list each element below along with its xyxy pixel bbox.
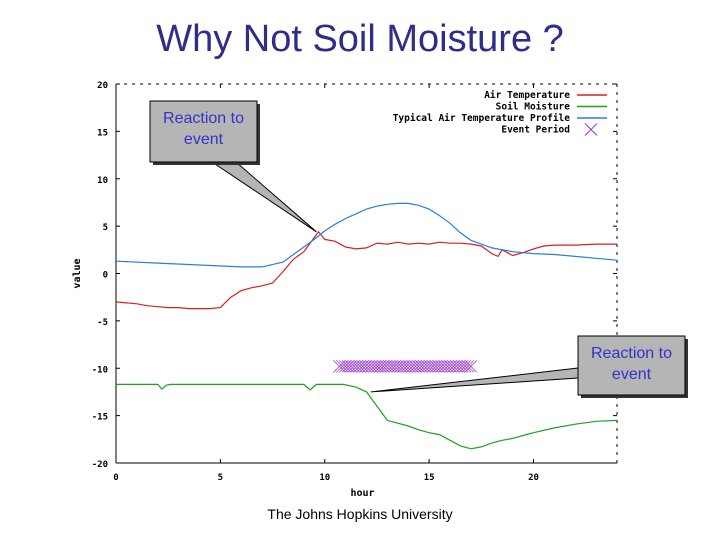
- event-marker: [441, 360, 454, 373]
- event-marker: [435, 360, 448, 373]
- event-marker: [449, 360, 463, 373]
- event-marker: [414, 360, 428, 373]
- event-marker: [429, 360, 443, 373]
- y-tick-label: -20: [92, 460, 108, 470]
- event-marker: [350, 360, 364, 373]
- y-tick-label: -5: [97, 318, 108, 328]
- y-tick-label: 0: [103, 271, 108, 281]
- event-marker: [344, 360, 358, 373]
- event-marker: [447, 360, 460, 373]
- event-marker: [365, 360, 378, 373]
- y-axis-label: value: [72, 258, 83, 288]
- event-marker: [406, 360, 419, 373]
- event-marker: [452, 360, 466, 373]
- y-tick-label: -10: [92, 365, 108, 375]
- event-marker: [382, 360, 396, 373]
- chart-axes: -20 -15 -10 -5 0 5 10 15 20 0 5 10 15 20 hour value: [72, 81, 618, 499]
- event-marker: [362, 360, 375, 373]
- legend-label: Typical Air Temperature Profile: [393, 113, 571, 124]
- event-marker: [368, 360, 381, 373]
- callout-2: Reaction to event: [370, 335, 688, 398]
- legend-label: Air Temperature: [484, 90, 570, 101]
- event-marker: [391, 360, 405, 373]
- event-marker: [376, 360, 390, 373]
- event-marker: [397, 360, 410, 373]
- x-tick-label: 15: [424, 473, 435, 483]
- event-marker: [458, 360, 472, 373]
- footer-text: The Johns Hopkins University: [267, 506, 453, 522]
- event-marker: [455, 360, 469, 373]
- event-marker: [461, 360, 475, 373]
- event-marker: [373, 360, 387, 373]
- event-marker: [356, 360, 370, 373]
- slide-title: Why Not Soil Moisture ?: [156, 18, 564, 60]
- callout-text-line2: event: [184, 131, 224, 148]
- event-marker: [333, 360, 346, 373]
- series-line-0: [115, 230, 617, 310]
- event-marker: [385, 360, 399, 373]
- event-marker: [409, 360, 422, 373]
- legend-label: Event Period: [501, 125, 570, 136]
- series-line-2: [115, 202, 618, 268]
- x-tick-label: 10: [319, 473, 330, 483]
- callout-text-line1: Reaction to: [163, 110, 244, 127]
- event-marker: [426, 360, 440, 373]
- x-tick-label: 0: [113, 473, 118, 483]
- event-marker: [388, 360, 402, 373]
- y-tick-label: 15: [97, 128, 108, 138]
- y-tick-label: 10: [97, 176, 108, 186]
- event-marker: [423, 360, 437, 373]
- x-tick-label: 20: [528, 473, 539, 483]
- event-marker: [379, 360, 393, 373]
- event-marker: [336, 360, 349, 373]
- event-marker: [400, 360, 413, 373]
- event-marker: [353, 360, 367, 373]
- series-event-period: [333, 360, 478, 373]
- y-tick-label: -15: [92, 413, 108, 423]
- event-marker: [338, 360, 352, 373]
- event-marker: [438, 360, 451, 373]
- callouts: Reaction to event Reaction to event: [149, 100, 688, 398]
- event-marker: [347, 360, 361, 373]
- x-axis-label: hour: [350, 488, 374, 499]
- legend-swatch: [584, 123, 598, 136]
- event-marker: [371, 360, 384, 373]
- callout-box: [149, 100, 258, 163]
- x-tick-label: 5: [218, 473, 223, 483]
- callout-text-line2: event: [612, 366, 652, 383]
- event-marker: [432, 360, 446, 373]
- legend-label: Soil Moisture: [496, 102, 571, 113]
- y-tick-label: 20: [97, 81, 108, 91]
- callout-box: [577, 335, 686, 396]
- event-marker: [359, 360, 372, 373]
- event-marker: [394, 360, 408, 373]
- series-line-1: [116, 383, 618, 450]
- callout-text-line1: Reaction to: [591, 345, 672, 362]
- event-marker: [444, 360, 457, 373]
- callout-1: Reaction to event: [149, 100, 317, 233]
- event-marker: [411, 360, 425, 373]
- chart-series: [115, 202, 618, 450]
- y-tick-label: 5: [103, 223, 108, 233]
- callout-pointer: [210, 161, 317, 233]
- event-marker: [420, 360, 434, 373]
- event-marker: [464, 360, 478, 373]
- event-marker: [417, 360, 431, 373]
- event-marker: [341, 360, 355, 373]
- event-marker: [403, 360, 416, 373]
